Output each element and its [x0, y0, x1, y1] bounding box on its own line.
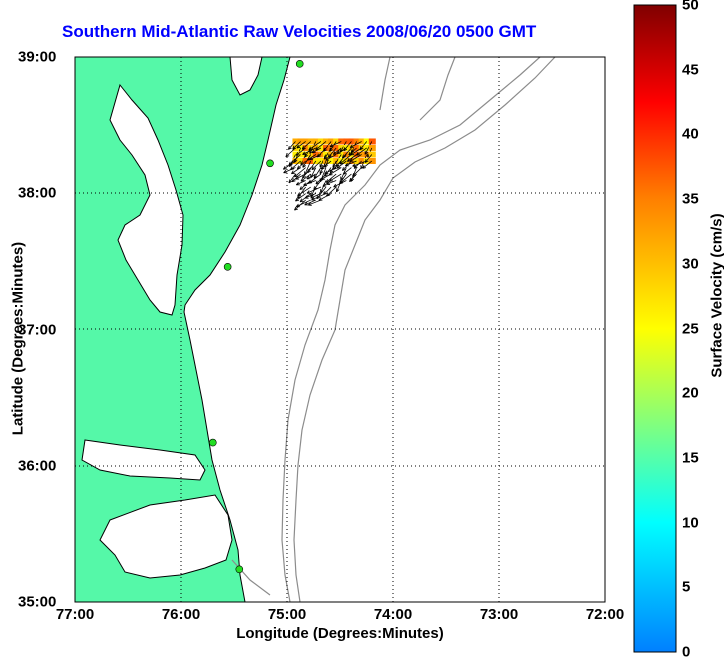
- radar-site-marker: [236, 566, 243, 573]
- colorbar-tick-label: 40: [682, 126, 699, 143]
- y-tick-label: 36:00: [18, 457, 56, 474]
- colorbar-tick-label: 45: [682, 61, 699, 78]
- colorbar-tick-label: 30: [682, 255, 699, 272]
- x-tick-label: 72:00: [586, 606, 624, 623]
- colorbar-tick-label: 50: [682, 0, 699, 14]
- velocity-cell: [369, 138, 376, 144]
- y-axis-label: Latitude (Degrees:Minutes): [10, 224, 27, 454]
- colorbar: [634, 5, 676, 652]
- velocity-arrow: [353, 168, 362, 177]
- x-tick-label: 74:00: [374, 606, 412, 623]
- colorbar-tick-label: 5: [682, 579, 690, 596]
- velocity-arrow: [319, 194, 331, 201]
- x-tick-label: 76:00: [162, 606, 200, 623]
- colorbar-tick-label: 25: [682, 320, 699, 337]
- radar-site-marker: [209, 439, 216, 446]
- velocity-arrow: [326, 187, 336, 196]
- colorbar-tick-label: 35: [682, 191, 699, 208]
- radar-site-marker: [296, 60, 303, 67]
- x-tick-label: 73:00: [480, 606, 518, 623]
- colorbar-tick-label: 20: [682, 385, 699, 402]
- radar-site-marker: [224, 263, 231, 270]
- x-axis-label: Longitude (Degrees:Minutes): [75, 625, 605, 642]
- radar-site-marker: [267, 160, 274, 167]
- velocity-cell: [369, 145, 376, 151]
- y-tick-label: 39:00: [18, 49, 56, 66]
- y-tick-label: 35:00: [18, 594, 56, 611]
- colorbar-tick-label: 10: [682, 514, 699, 531]
- velocity-vectors: [283, 138, 375, 210]
- colorbar-label: Surface Velocity (cm/s): [709, 176, 724, 416]
- colorbar-tick-label: 0: [682, 644, 690, 661]
- x-tick-label: 75:00: [268, 606, 306, 623]
- x-tick-label: 77:00: [56, 606, 94, 623]
- velocity-arrowhead: [308, 169, 309, 172]
- velocity-cell: [369, 158, 376, 164]
- colorbar-tick-label: 15: [682, 449, 699, 466]
- y-tick-label: 38:00: [18, 185, 56, 202]
- velocity-arrow: [295, 168, 306, 177]
